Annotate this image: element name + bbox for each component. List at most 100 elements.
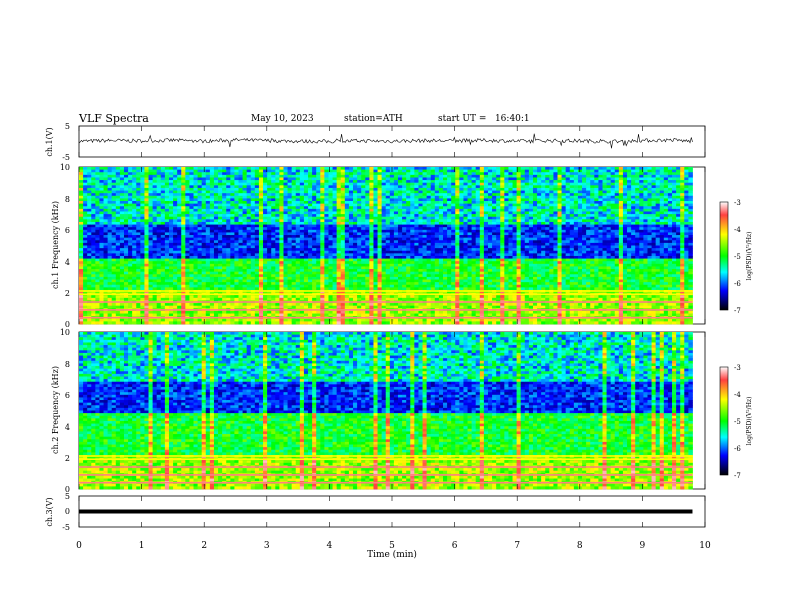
spectrogram-cell bbox=[144, 211, 148, 214]
spectrogram-cell bbox=[169, 306, 173, 309]
spectrogram-cell bbox=[320, 298, 324, 301]
spectrogram-cell bbox=[402, 272, 406, 275]
spectrogram-cell bbox=[116, 177, 120, 180]
spectrogram-cell bbox=[398, 180, 402, 183]
spectrogram-cell bbox=[247, 209, 251, 212]
spectrogram-cell bbox=[95, 298, 99, 301]
spectrogram-cell bbox=[328, 277, 332, 280]
spectrogram-cell bbox=[402, 251, 406, 254]
spectrogram-cell bbox=[312, 298, 316, 301]
spectrogram-cell bbox=[283, 175, 287, 178]
spectrogram-cell bbox=[177, 175, 181, 178]
spectrogram-cell bbox=[378, 188, 382, 191]
spectrogram-cell bbox=[132, 232, 136, 235]
spectrogram-cell bbox=[218, 282, 222, 285]
spectrogram-cell bbox=[120, 272, 124, 275]
spectrogram-cell bbox=[369, 306, 373, 309]
spectrogram-cell bbox=[410, 175, 414, 178]
spectrogram-cell bbox=[247, 214, 251, 217]
spectrogram-cell bbox=[226, 251, 230, 254]
spectrogram-cell bbox=[99, 201, 103, 204]
spectrogram-cell bbox=[394, 204, 398, 207]
spectrogram-cell bbox=[247, 319, 251, 322]
spectrogram-cell bbox=[398, 264, 402, 267]
spectrogram-cell bbox=[116, 243, 120, 246]
spectrogram-cell bbox=[406, 219, 410, 222]
spectrogram-cell bbox=[181, 211, 185, 214]
spectrogram-cell bbox=[116, 238, 120, 241]
spectrogram-cell bbox=[173, 295, 177, 298]
spectrogram-cell bbox=[320, 211, 324, 214]
spectrogram-cell bbox=[316, 198, 320, 201]
spectrogram-cell bbox=[349, 269, 353, 272]
spectrogram-cell bbox=[189, 280, 193, 283]
spectrogram-cell bbox=[153, 319, 157, 322]
spectrogram-cell bbox=[296, 246, 300, 249]
spectrogram-cell bbox=[341, 314, 345, 317]
spectrogram-cell bbox=[357, 209, 361, 212]
spectrogram-cell bbox=[337, 303, 341, 306]
spectrogram-cell bbox=[394, 180, 398, 183]
spectrogram-cell bbox=[271, 272, 275, 275]
spectrogram-cell bbox=[390, 225, 394, 228]
spectrogram-cell bbox=[414, 167, 418, 170]
spectrogram-cell bbox=[99, 214, 103, 217]
spectrogram-cell bbox=[91, 321, 95, 324]
spectrogram-cell bbox=[271, 172, 275, 175]
spectrogram-cell bbox=[361, 266, 365, 269]
spectrogram-cell bbox=[108, 198, 112, 201]
spectrogram-cell bbox=[304, 196, 308, 199]
spectrogram-cell bbox=[95, 177, 99, 180]
spectrogram-cell bbox=[382, 266, 386, 269]
spectrogram-cell bbox=[218, 219, 222, 222]
spectrogram-cell bbox=[181, 230, 185, 233]
spectrogram-cell bbox=[386, 298, 390, 301]
spectrogram-cell bbox=[365, 206, 369, 209]
spectrogram-cell bbox=[234, 225, 238, 228]
spectrogram-cell bbox=[378, 211, 382, 214]
spectrogram-cell bbox=[173, 285, 177, 288]
spectrogram-cell bbox=[177, 314, 181, 317]
spectrogram-cell bbox=[116, 172, 120, 175]
spectrogram-cell bbox=[357, 298, 361, 301]
spectrogram-cell bbox=[337, 198, 341, 201]
spectrogram-cell bbox=[300, 264, 304, 267]
spectrogram-cell bbox=[87, 261, 91, 264]
spectrogram-cell bbox=[230, 222, 234, 225]
spectrogram-cell bbox=[185, 238, 189, 241]
spectrogram-cell bbox=[353, 211, 357, 214]
spectrogram-cell bbox=[214, 183, 218, 186]
spectrogram-cell bbox=[99, 198, 103, 201]
spectrogram-cell bbox=[173, 167, 177, 170]
spectrogram-cell bbox=[414, 287, 418, 290]
spectrogram-cell bbox=[316, 264, 320, 267]
spectrogram-cell bbox=[341, 282, 345, 285]
spectrogram-cell bbox=[382, 261, 386, 264]
spectrogram-cell bbox=[104, 225, 108, 228]
spectrogram-cell bbox=[234, 180, 238, 183]
spectrogram-cell bbox=[194, 321, 198, 324]
spectrogram-cell bbox=[406, 172, 410, 175]
spectrogram-cell bbox=[288, 287, 292, 290]
spectrogram-cell bbox=[128, 287, 132, 290]
spectrogram-cell bbox=[320, 280, 324, 283]
spectrogram-cell bbox=[271, 243, 275, 246]
spectrogram-cell bbox=[357, 183, 361, 186]
spectrogram-cell bbox=[95, 264, 99, 267]
spectrogram-cell bbox=[116, 230, 120, 233]
spectrogram-cell bbox=[300, 314, 304, 317]
spectrogram-cell bbox=[120, 285, 124, 288]
spectrogram-cell bbox=[349, 246, 353, 249]
spectrogram-cell bbox=[222, 280, 226, 283]
spectrogram-cell bbox=[361, 248, 365, 251]
spectrogram-cell bbox=[161, 209, 165, 212]
spectrogram-cell bbox=[373, 272, 377, 275]
spectrogram-cell bbox=[382, 298, 386, 301]
spectrogram-cell bbox=[390, 235, 394, 238]
spectrogram-cell bbox=[120, 280, 124, 283]
spectrogram-cell bbox=[275, 204, 279, 207]
spectrogram-cell bbox=[230, 261, 234, 264]
spectrogram-cell bbox=[173, 298, 177, 301]
spectrogram-cell bbox=[410, 167, 414, 170]
spectrogram-cell bbox=[255, 274, 259, 277]
